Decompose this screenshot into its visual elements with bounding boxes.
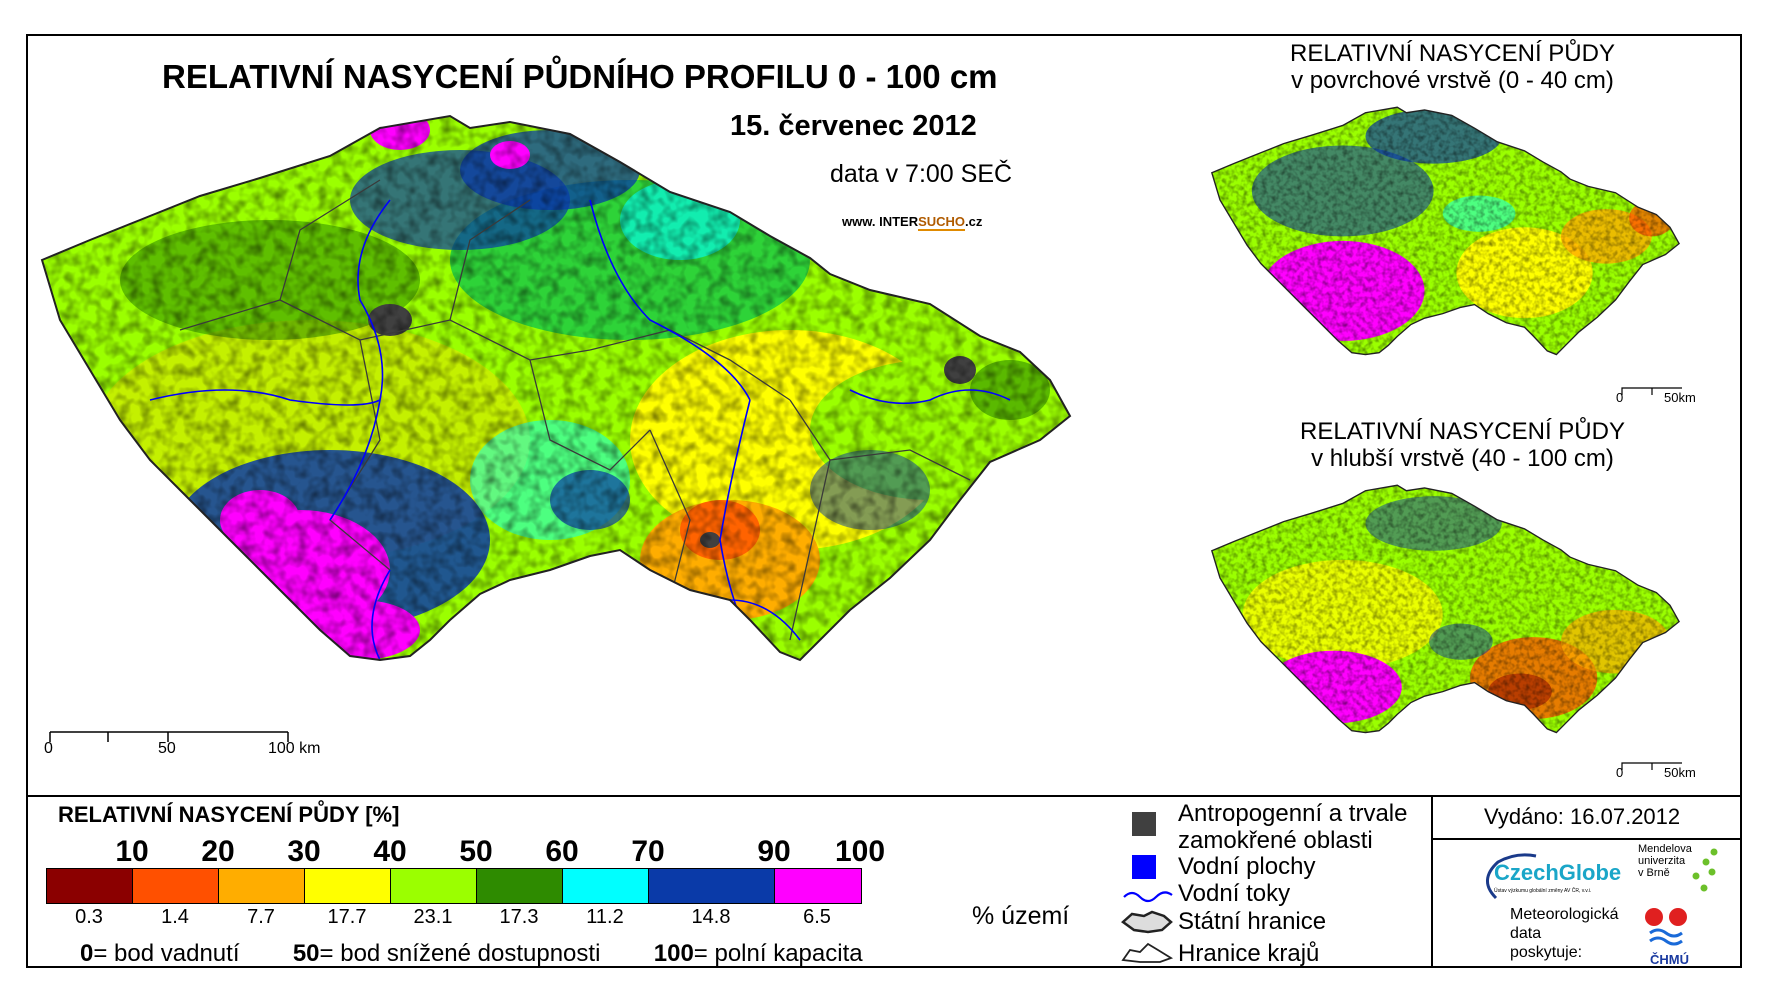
ramp-label-8: 100	[834, 835, 886, 868]
map-title: RELATIVNÍ NASYCENÍ PŮDNÍHO PROFILU 0 - 1…	[162, 58, 998, 95]
chmu-name: ČHMÚ	[1650, 952, 1689, 967]
url-accent: SUCHO	[918, 214, 966, 231]
state-border-label: Státní hranice	[1178, 908, 1327, 935]
def-100-text: = polní kapacita	[693, 940, 863, 967]
inset-deep-scale-0: 0	[1616, 765, 1624, 780]
mendel-university-logo[interactable]: Mendelova univerzita v Brně	[1638, 843, 1692, 879]
water-bodies-label: Vodní plochy	[1178, 853, 1316, 880]
def-100-num: 100	[653, 940, 694, 967]
inset-deep-title-line2: v hlubší vrstvě (40 - 100 cm)	[1311, 445, 1614, 472]
class-percent-7: 14.8	[691, 906, 731, 928]
inset-surface-scale-0: 0	[1616, 390, 1624, 405]
ramp-label-0: 10	[115, 835, 149, 868]
inset-surface-scale	[1621, 387, 1682, 395]
class-percent-8: 6.5	[803, 906, 831, 928]
class-percent-6: 11.2	[586, 906, 624, 928]
inset-deep-scale-50: 50km	[1664, 765, 1696, 780]
ramp-label-3: 40	[373, 835, 407, 868]
inset-deep-scale	[1621, 762, 1682, 770]
anthropogenic-swatch	[1132, 812, 1156, 836]
main-scale-100: 100 km	[268, 740, 321, 757]
anthropogenic-line1: Antropogenní a trvale	[1178, 800, 1408, 827]
chmu-emblem-icon	[1645, 908, 1687, 946]
chmu-logo[interactable]: ČHMÚ	[1640, 905, 1700, 967]
meteo-provider-text: Meteorologická data poskytuje:	[1510, 905, 1619, 962]
mendel-dots-icon	[1692, 848, 1718, 892]
inset-deep-title-line1: RELATIVNÍ NASYCENÍ PŮDY	[1300, 418, 1625, 445]
rivers-label: Vodní toky	[1178, 880, 1291, 907]
inset-surface-map	[1210, 106, 1680, 356]
class-percent-2: 7.7	[247, 906, 275, 928]
ramp-class-1	[133, 869, 219, 903]
meteo-line2: data	[1510, 925, 1542, 942]
inset-surface-scale-50: 50km	[1664, 390, 1696, 405]
definitions-row: 0= bod vadnutí 50= bod snížené dostupnos…	[80, 940, 863, 968]
mendel-line1: Mendelova	[1638, 843, 1692, 855]
inset-deep-map	[1210, 484, 1680, 734]
legend-title: RELATIVNÍ NASYCENÍ PŮDY [%]	[58, 802, 400, 827]
url-suffix: .cz	[965, 214, 983, 229]
ramp-label-7: 90	[757, 835, 791, 868]
legend-divider	[26, 795, 1742, 797]
state-border-icon	[1121, 910, 1173, 934]
mendel-line3: v Brně	[1638, 867, 1670, 879]
rivers-line-icon	[1123, 891, 1173, 903]
inset-surface-title-line1: RELATIVNÍ NASYCENÍ PŮDY	[1290, 40, 1615, 67]
ramp-class-2	[219, 869, 305, 903]
inset-surface-title: RELATIVNÍ NASYCENÍ PŮDY v povrchové vrst…	[1290, 40, 1615, 94]
water-bodies-swatch	[1132, 855, 1156, 879]
def-0-num: 0	[80, 940, 94, 967]
color-ramp	[46, 868, 862, 904]
anthropogenic-line2: zamokřené oblasti	[1178, 827, 1373, 854]
percent-unit: % území	[972, 902, 1070, 930]
main-scale-50: 50	[158, 740, 176, 757]
region-border-label: Hranice krajů	[1178, 940, 1320, 967]
intersucho-url[interactable]: www. INTERSUCHO.cz	[842, 214, 983, 231]
def-0-text: = bod vadnutí	[93, 940, 240, 967]
main-soil-saturation-map	[40, 114, 1072, 662]
def-50-text: = bod snížené dostupnosti	[319, 940, 601, 967]
ramp-label-1: 20	[201, 835, 235, 868]
main-scale-0: 0	[44, 740, 53, 757]
inset-surface-title-line2: v povrchové vrstvě (0 - 40 cm)	[1291, 67, 1614, 94]
map-date: 15. červenec 2012	[730, 110, 977, 142]
region-border-icon	[1121, 942, 1174, 963]
ramp-class-8	[775, 869, 861, 903]
ramp-label-4: 50	[459, 835, 493, 868]
meteo-line3: poskytuje:	[1510, 944, 1583, 961]
meteo-line1: Meteorologická	[1510, 906, 1619, 923]
ramp-class-6	[563, 869, 649, 903]
mendel-line2: univerzita	[1638, 855, 1686, 867]
class-percent-3: 17.7	[327, 906, 367, 928]
ramp-class-5	[477, 869, 563, 903]
def-50-num: 50	[292, 940, 320, 967]
inset-deep-title: RELATIVNÍ NASYCENÍ PŮDY v hlubší vrstvě …	[1300, 418, 1625, 472]
ramp-label-5: 60	[545, 835, 579, 868]
czechglobe-name: CzechGlobe	[1494, 860, 1622, 885]
ramp-class-7	[649, 869, 775, 903]
footer-divider-vertical	[1431, 797, 1433, 968]
class-percent-0: 0.3	[75, 906, 103, 928]
ramp-class-0	[47, 869, 133, 903]
class-percent-5: 17.3	[499, 906, 539, 928]
data-time: data v 7:00 SEČ	[830, 160, 1013, 188]
url-prefix: www. INTER	[842, 214, 919, 229]
class-percent-1: 1.4	[161, 906, 189, 928]
anthropogenic-label: Antropogenní a trvale zamokřené oblasti	[1178, 800, 1408, 854]
class-percent-4: 23.1	[413, 906, 453, 928]
ramp-class-4	[391, 869, 477, 903]
issued-date: Vydáno: 16.07.2012	[1484, 804, 1681, 829]
czechglobe-swoosh-icon	[1486, 853, 1537, 900]
ramp-label-6: 70	[631, 835, 665, 868]
footer-divider-horizontal	[1433, 838, 1742, 840]
czechglobe-subtitle: Ústav výzkumu globální změny AV ČR, v.v.…	[1494, 888, 1592, 894]
ramp-class-3	[305, 869, 391, 903]
main-scale-bar	[49, 731, 289, 742]
ramp-label-2: 30	[287, 835, 321, 868]
